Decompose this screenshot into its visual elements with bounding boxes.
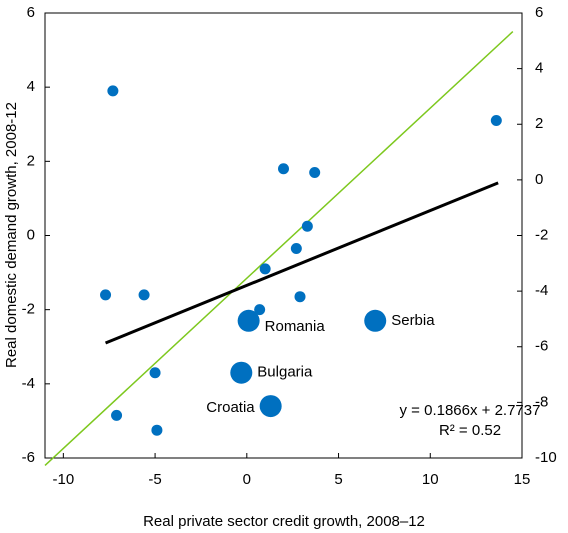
y2-tick-label: 6 [535,4,543,21]
x-tick-label: 15 [514,471,531,488]
point-label: Romania [265,318,326,335]
y-tick-label: 0 [27,226,35,243]
point [107,85,119,97]
equation: y = 0.1866x + 2.7737 [400,402,541,419]
x-tick-label: 0 [243,471,251,488]
point [111,409,123,421]
y-tick-label: 2 [27,152,35,169]
y-axis-label: Real domestic demand growth, 2008-12 [3,102,20,368]
y2-tick-label: 0 [535,171,543,188]
y2-tick-label: -4 [535,282,548,299]
point [301,220,313,232]
point-label: Serbia [391,312,435,329]
point [309,166,321,178]
labeled-point [237,309,260,332]
point [100,289,112,301]
y2-tick-label: -2 [535,226,548,243]
labeled-point [364,309,387,332]
y2-tick-label: -8 [535,393,548,410]
y-tick-label: -4 [22,375,35,392]
r-squared: R² = 0.52 [439,422,501,439]
point [151,424,163,436]
x-tick-label: 5 [334,471,342,488]
y-tick-label: 4 [27,78,35,95]
x-tick-label: 10 [422,471,439,488]
y-tick-label: -6 [22,449,35,466]
y2-tick-label: 4 [535,60,543,77]
point [278,163,289,175]
y-tick-label: 6 [27,4,35,21]
y2-tick-label: -10 [535,449,557,466]
point [259,263,271,275]
point [138,289,150,301]
point [490,115,502,127]
trend-line [104,181,499,345]
labeled-point [259,395,282,418]
x-axis-label: Real private sector credit growth, 2008–… [143,513,425,530]
reference-line [44,30,514,466]
point-label: Croatia [206,399,255,416]
labeled-point [230,361,253,384]
x-tick-label: -5 [148,471,161,488]
y-tick-label: -2 [22,301,35,318]
point [294,291,306,303]
point [149,367,161,379]
y2-tick-label: 2 [535,115,543,132]
point [290,242,302,254]
y2-tick-label: -6 [535,338,548,355]
point-label: Bulgaria [257,364,313,381]
plot-frame [44,12,523,459]
point [254,304,266,316]
x-tick-label: -10 [53,471,75,488]
